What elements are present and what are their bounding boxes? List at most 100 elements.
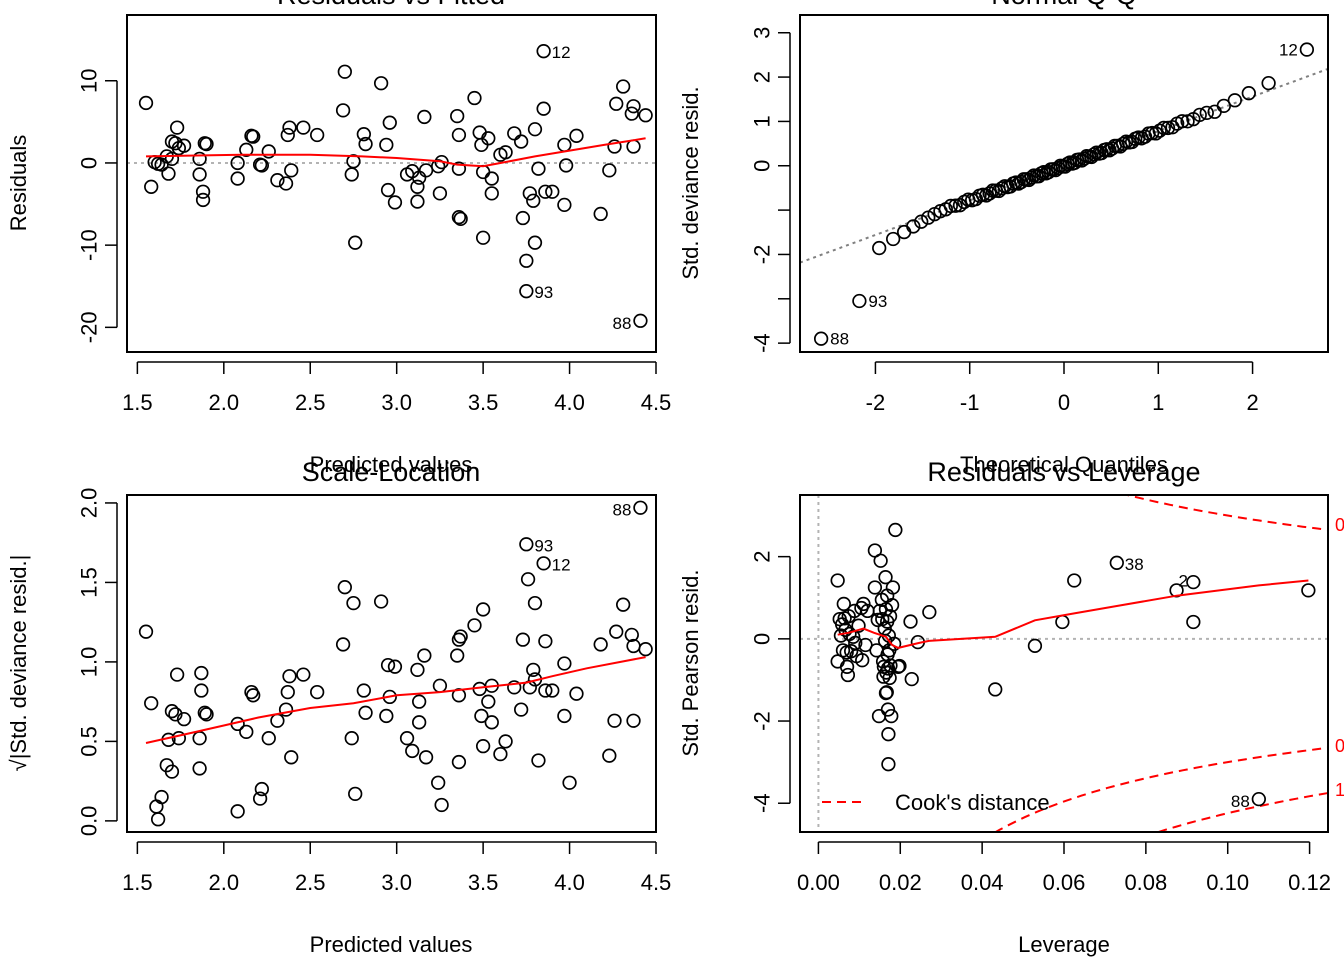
data-point: [882, 609, 898, 624]
data-point: [417, 648, 432, 663]
data-point: [451, 754, 467, 770]
data-point: [522, 186, 537, 201]
data-point: [520, 572, 536, 587]
data-point: [839, 659, 855, 674]
data-point: [335, 103, 351, 118]
data-point: [879, 685, 894, 700]
data-point: [1031, 169, 1047, 184]
x-tick-label: -1: [960, 390, 980, 415]
data-point: [557, 708, 572, 724]
cooks-level-label: 0.5: [1335, 515, 1344, 535]
data-point: [626, 713, 641, 728]
data-point: [873, 553, 888, 568]
outlier-label: 2: [1179, 571, 1188, 590]
data-point: [450, 108, 465, 124]
data-point: [531, 753, 546, 768]
data-point: [906, 219, 921, 234]
data-point: [624, 627, 639, 643]
data-point: [261, 144, 276, 159]
plot-frame: [126, 494, 657, 833]
data-point: [280, 127, 295, 143]
data-point: [418, 750, 434, 765]
data-point: [1084, 149, 1099, 165]
data-point: [154, 789, 169, 805]
data-point: [348, 786, 363, 801]
data-point: [161, 166, 176, 181]
y-tick-label: 0: [77, 157, 102, 169]
data-point: [380, 657, 396, 673]
panel-title: Normal Q-Q: [991, 0, 1137, 10]
data-point: [531, 161, 546, 176]
data-point: [638, 642, 653, 657]
x-tick-label: 4.0: [554, 390, 585, 415]
plot-frame: [799, 494, 1329, 833]
data-point: [527, 235, 543, 250]
data-point: [296, 120, 311, 135]
data-point: [633, 500, 648, 515]
cooks-contour-line: [1123, 495, 1328, 531]
data-point: [1186, 574, 1201, 590]
data-point: [481, 694, 496, 709]
outlier-label: 88: [1231, 792, 1250, 811]
data-point: [168, 707, 183, 722]
data-point: [475, 164, 491, 180]
data-point: [278, 176, 294, 191]
plot-frame: [126, 14, 657, 353]
data-point: [881, 757, 896, 772]
data-point: [982, 186, 997, 201]
data-point: [507, 126, 522, 141]
data-point: [1027, 638, 1043, 653]
points-group: [138, 500, 653, 827]
data-point: [1152, 123, 1167, 138]
data-point: [373, 594, 389, 609]
data-point: [569, 686, 584, 701]
data-point: [284, 750, 299, 765]
x-tick-label: 0.10: [1206, 870, 1249, 895]
x-tick-label: 0: [1058, 390, 1070, 415]
data-point: [410, 662, 425, 678]
data-point: [197, 705, 212, 720]
y-axis: 0.0 0.5 1.0 1.5 2.0: [77, 488, 118, 836]
y-tick-label: 10: [77, 69, 102, 93]
points-group: [138, 44, 653, 328]
data-point: [602, 748, 617, 763]
data-point: [199, 136, 214, 152]
data-point: [284, 163, 299, 178]
x-tick-label: 2.0: [209, 390, 240, 415]
data-point: [387, 195, 403, 210]
x-axis: -2 -1 0 1 2: [866, 361, 1259, 415]
data-point: [519, 537, 534, 552]
data-point: [239, 142, 254, 157]
data-point: [344, 731, 359, 746]
x-tick-label: 1: [1152, 390, 1164, 415]
x-tick-label: 4.0: [554, 870, 585, 895]
data-point: [1299, 42, 1315, 57]
data-point: [836, 596, 851, 612]
data-point: [515, 210, 531, 226]
data-point: [886, 231, 901, 247]
data-point: [1227, 93, 1242, 108]
data-point: [881, 727, 896, 742]
x-tick-label: 2.0: [209, 870, 240, 895]
data-point: [871, 708, 887, 724]
data-point: [1116, 136, 1131, 152]
data-point: [1048, 162, 1063, 178]
data-point: [138, 624, 154, 639]
data-point: [169, 667, 185, 682]
data-point: [239, 724, 254, 740]
outlier-label: 88: [613, 314, 632, 333]
data-point: [230, 171, 245, 186]
data-point: [876, 669, 891, 684]
data-point: [270, 173, 285, 188]
data-point: [538, 683, 553, 698]
data-point: [346, 595, 361, 611]
x-axis-label: Predicted values: [310, 932, 473, 957]
x-axis: 1.5 2.0 2.5 3.0 3.5 4.0 4.5: [122, 841, 671, 895]
data-point: [545, 683, 560, 698]
data-point: [475, 602, 491, 617]
data-point: [475, 739, 491, 754]
x-axis: 0.00 0.02 0.04 0.06 0.08 0.10 0.12: [797, 841, 1331, 895]
data-point: [883, 658, 898, 673]
data-point: [988, 682, 1003, 697]
data-point: [1067, 573, 1082, 588]
